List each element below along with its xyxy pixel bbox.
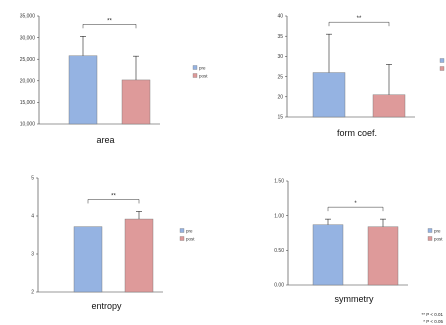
y-tick-label: 3 bbox=[31, 252, 34, 258]
bar-pre bbox=[312, 72, 346, 118]
y-tick-label: 20 bbox=[277, 95, 283, 101]
legend-swatch-post bbox=[439, 66, 445, 71]
y-tick-label: 20,000 bbox=[20, 79, 36, 85]
significance-bracket bbox=[327, 206, 384, 212]
footnote-line: * P < 0.05 bbox=[423, 319, 443, 324]
significance-bracket bbox=[328, 21, 390, 27]
y-tick-label: 35 bbox=[277, 34, 283, 40]
y-tick-label: 25,000 bbox=[20, 57, 36, 63]
y-tick-label: 30,000 bbox=[20, 35, 36, 41]
legend-swatch-post bbox=[192, 73, 198, 78]
legend-swatch-post bbox=[179, 236, 185, 241]
y-tick-label: 2 bbox=[31, 290, 34, 296]
y-tick-label: 1.00 bbox=[274, 213, 284, 219]
y-tick-label: 0.00 bbox=[274, 283, 284, 289]
legend-swatch-pre bbox=[427, 228, 433, 233]
chart-title: area bbox=[96, 135, 114, 145]
y-tick-label: 0.50 bbox=[274, 248, 284, 254]
legend-label-pre: pre bbox=[434, 229, 441, 234]
chart-title: form coef. bbox=[337, 128, 377, 138]
significance-marker: ** bbox=[111, 193, 116, 199]
significance-bracket bbox=[82, 24, 137, 29]
chart-title: symmetry bbox=[335, 294, 374, 304]
significance-bracket bbox=[87, 199, 140, 204]
bar-pre bbox=[312, 224, 344, 286]
y-tick-label: 30 bbox=[277, 54, 283, 60]
legend-swatch-post bbox=[427, 236, 433, 241]
significance-marker: ** bbox=[107, 18, 112, 24]
y-tick-label: 10,000 bbox=[20, 122, 36, 128]
bar-pre bbox=[68, 55, 98, 125]
significance-marker: * bbox=[354, 201, 357, 207]
y-tick-label: 15,000 bbox=[20, 100, 36, 106]
footnote-line: ** P < 0.01 bbox=[421, 312, 443, 317]
y-tick-label: 40 bbox=[277, 14, 283, 20]
bar-post bbox=[121, 79, 151, 125]
legend-swatch-pre bbox=[179, 228, 185, 233]
significance-marker: ** bbox=[357, 16, 362, 22]
y-tick-label: 5 bbox=[31, 176, 34, 182]
bar-post bbox=[367, 226, 399, 286]
legend-label-post: post bbox=[199, 74, 208, 79]
y-tick-label: 25 bbox=[277, 74, 283, 80]
legend-label-pre: pre bbox=[186, 229, 193, 234]
y-tick-label: 35,000 bbox=[20, 14, 36, 20]
bar-post bbox=[124, 218, 154, 293]
legend-swatch-pre bbox=[192, 65, 198, 70]
legend-swatch-pre bbox=[439, 58, 445, 63]
legend-label-post: post bbox=[434, 237, 443, 242]
bar-pre bbox=[73, 226, 103, 293]
legend-label-post: post bbox=[186, 237, 195, 242]
y-tick-label: 1.50 bbox=[274, 179, 284, 185]
bar-post bbox=[372, 94, 406, 118]
y-tick-label: 4 bbox=[31, 214, 34, 220]
y-tick-label: 15 bbox=[277, 115, 283, 121]
legend-label-pre: pre bbox=[199, 66, 206, 71]
chart-title: entropy bbox=[91, 301, 122, 311]
